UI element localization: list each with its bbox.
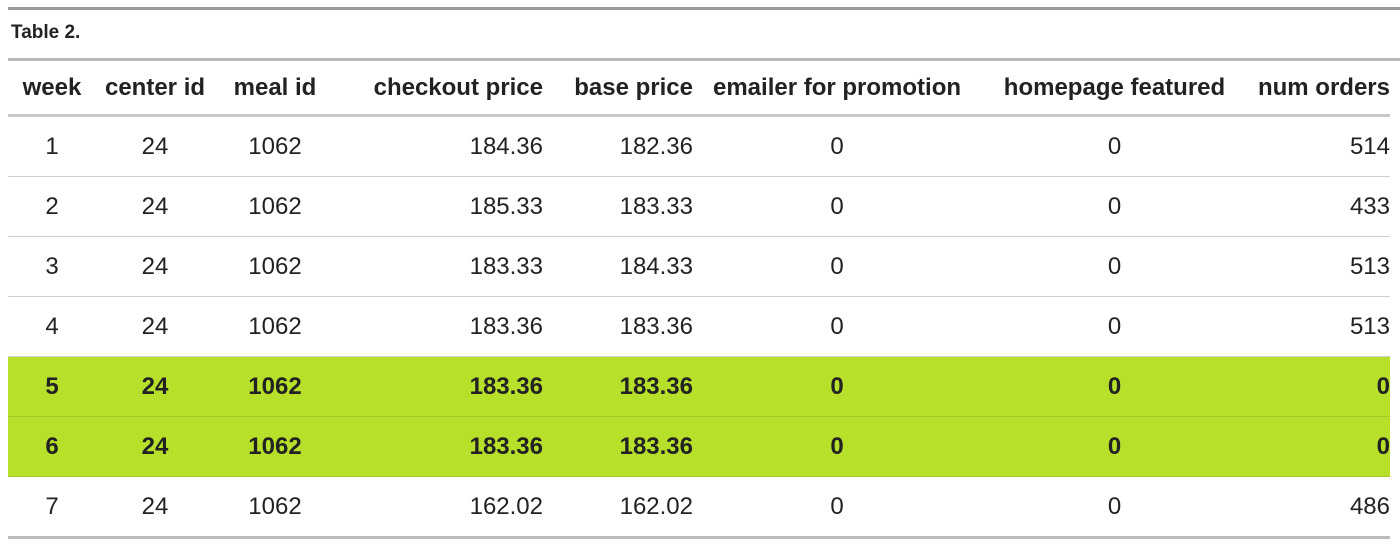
cell-week: 2 — [45, 192, 59, 220]
cell-center-id: 24 — [141, 312, 169, 340]
cell-checkout-price: 183.36 — [469, 432, 543, 460]
table-row: 2 24 1062 185.33 183.33 0 0 433 — [8, 177, 1390, 237]
cell-checkout-price: 162.02 — [469, 492, 543, 520]
header-row: week center id meal id checkout price ba… — [8, 61, 1390, 116]
cell-emailer-for-promotion: 0 — [830, 192, 844, 220]
cell-num-orders: 0 — [1376, 432, 1390, 460]
table-row: 7 24 1062 162.02 162.02 0 0 486 — [8, 477, 1390, 538]
cell-week: 5 — [45, 372, 59, 400]
column-header-center-id: center id — [104, 73, 206, 101]
cell-week: 1 — [45, 132, 59, 160]
cell-checkout-price: 183.33 — [469, 252, 543, 280]
table-body: 1 24 1062 184.36 182.36 0 0 514 2 24 1062 185.33 183… — [8, 116, 1390, 538]
cell-base-price: 183.36 — [619, 372, 693, 400]
cell-week: 3 — [45, 252, 59, 280]
cell-homepage-featured: 0 — [1107, 492, 1122, 520]
table-row-highlighted: 6 24 1062 183.36 183.36 0 0 0 — [8, 416, 1390, 477]
cell-week: 4 — [45, 312, 59, 340]
column-header-week: week — [22, 73, 82, 101]
cell-center-id: 24 — [141, 252, 169, 280]
cell-homepage-featured: 0 — [1107, 192, 1122, 220]
cell-base-price: 182.36 — [619, 132, 693, 160]
cell-meal-id: 1062 — [248, 132, 302, 160]
cell-num-orders: 0 — [1376, 372, 1390, 400]
cell-base-price: 183.33 — [619, 192, 693, 220]
table-row: 4 24 1062 183.36 183.36 0 0 513 — [8, 297, 1390, 357]
column-header-emailer-for-promotion: emailer for promotion — [712, 73, 962, 101]
table-figure: Table 2. week center id meal id checkout… — [8, 7, 1400, 539]
cell-num-orders: 513 — [1349, 252, 1390, 280]
cell-checkout-price: 183.36 — [469, 312, 543, 340]
table-row-highlighted: 5 24 1062 183.36 183.36 0 0 0 — [8, 356, 1390, 417]
cell-emailer-for-promotion: 0 — [830, 312, 844, 340]
cell-num-orders: 433 — [1349, 192, 1390, 220]
column-header-num-orders: num orders — [1257, 73, 1390, 101]
cell-center-id: 24 — [141, 432, 169, 460]
cell-base-price: 184.33 — [619, 252, 693, 280]
cell-num-orders: 514 — [1349, 132, 1390, 160]
cell-meal-id: 1062 — [248, 432, 302, 460]
cell-emailer-for-promotion: 0 — [830, 132, 844, 160]
data-table: week center id meal id checkout price ba… — [8, 61, 1390, 539]
cell-meal-id: 1062 — [248, 252, 302, 280]
column-header-checkout-price: checkout price — [373, 73, 543, 101]
table-row: 3 24 1062 183.33 184.33 0 0 513 — [8, 237, 1390, 297]
cell-num-orders: 513 — [1349, 312, 1390, 340]
cell-emailer-for-promotion: 0 — [830, 252, 844, 280]
cell-homepage-featured: 0 — [1107, 252, 1122, 280]
cell-meal-id: 1062 — [248, 372, 302, 400]
cell-center-id: 24 — [141, 492, 169, 520]
cell-homepage-featured: 0 — [1107, 372, 1122, 400]
caption-rule — [8, 58, 1400, 61]
cell-num-orders: 486 — [1349, 492, 1390, 520]
table-row: 1 24 1062 184.36 182.36 0 0 514 — [8, 116, 1390, 177]
cell-emailer-for-promotion: 0 — [830, 372, 844, 400]
cell-center-id: 24 — [141, 132, 169, 160]
cell-homepage-featured: 0 — [1107, 312, 1122, 340]
cell-base-price: 183.36 — [619, 312, 693, 340]
cell-homepage-featured: 0 — [1107, 432, 1122, 460]
cell-meal-id: 1062 — [248, 192, 302, 220]
cell-meal-id: 1062 — [248, 312, 302, 340]
cell-meal-id: 1062 — [248, 492, 302, 520]
cell-emailer-for-promotion: 0 — [830, 432, 844, 460]
column-header-meal-id: meal id — [233, 73, 317, 101]
cell-center-id: 24 — [141, 192, 169, 220]
cell-center-id: 24 — [141, 372, 169, 400]
table-caption: Table 2. — [11, 22, 81, 43]
cell-week: 6 — [45, 432, 59, 460]
cell-checkout-price: 183.36 — [469, 372, 543, 400]
column-header-homepage-featured: homepage featured — [1003, 73, 1226, 101]
cell-base-price: 183.36 — [619, 432, 693, 460]
cell-checkout-price: 185.33 — [469, 192, 543, 220]
cell-checkout-price: 184.36 — [469, 132, 543, 160]
cell-base-price: 162.02 — [619, 492, 693, 520]
cell-emailer-for-promotion: 0 — [830, 492, 844, 520]
cell-week: 7 — [45, 492, 59, 520]
cell-homepage-featured: 0 — [1107, 132, 1122, 160]
top-rule — [8, 7, 1400, 10]
column-header-base-price: base price — [574, 73, 693, 101]
